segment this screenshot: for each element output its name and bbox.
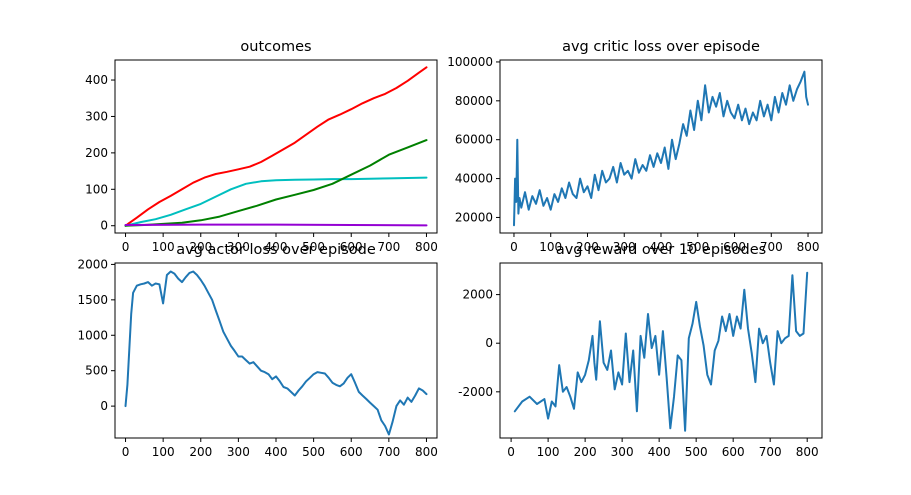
critic-loss-x-tick-label: 800: [797, 240, 820, 254]
critic-loss-title: avg critic loss over episode: [562, 39, 760, 55]
actor-loss-series-line-0: [124, 270, 428, 436]
critic-loss-x-tick-label: 700: [760, 240, 783, 254]
actor-loss-x-tick-label: 0: [122, 445, 130, 459]
reward-x-tick-label: 800: [796, 445, 819, 459]
outcomes-series-line-0: [124, 66, 428, 227]
critic-loss-y-tick-label: 100000: [447, 55, 493, 69]
reward-axes-frame: [499, 262, 823, 439]
actor-loss-x-tick-label: 500: [302, 445, 325, 459]
actor-loss-y-tick-label: 1000: [77, 328, 108, 342]
reward-y-tick-label: 2000: [462, 288, 493, 302]
outcomes-x-tick-label: 500: [302, 240, 325, 254]
outcomes-x-tick-label: 200: [189, 240, 212, 254]
actor-loss-x-tick-label: 300: [227, 445, 250, 459]
actor-loss-y-tick-label: 2000: [77, 257, 108, 271]
actor-loss-title: avg actor loss over episode: [176, 242, 376, 258]
reward-series-line-0: [513, 271, 809, 432]
outcomes-y-tick-label: 0: [100, 219, 108, 233]
outcomes-panel: 0 100 200 300 400 500 600 700 800 0 100 200 300 400 ou…: [85, 39, 438, 254]
reward-x-tick-label: 300: [611, 445, 634, 459]
reward-y-tick-label: 0: [485, 336, 493, 350]
critic-loss-x-tick-label: 0: [510, 240, 518, 254]
outcomes-series-line-2: [124, 139, 428, 227]
outcomes-x-tick-label: 100: [152, 240, 175, 254]
critic-loss-series-line-0: [513, 70, 809, 227]
outcomes-x-tick-label: 600: [340, 240, 363, 254]
reward-x-tick-label: 100: [537, 445, 560, 459]
critic-loss-x-tick-label: 300: [613, 240, 636, 254]
outcomes-series-line-3: [124, 223, 428, 227]
critic-loss-y-tick-label: 20000: [455, 210, 493, 224]
critic-loss-y-tick-label: 60000: [455, 133, 493, 147]
critic-loss-y-tick-label: 40000: [455, 172, 493, 186]
reward-title: avg reward over 10 episodes: [556, 242, 766, 258]
outcomes-y-tick-label: 400: [85, 73, 108, 87]
critic-loss-y-tick-label: 80000: [455, 94, 493, 108]
actor-loss-panel: 0 100 200 300 400 500 600 700 800050010001500200…: [77, 242, 437, 459]
outcomes-title: outcomes: [240, 39, 311, 55]
outcomes-x-tick-label: 0: [122, 240, 130, 254]
reward-x-tick-label: 200: [574, 445, 597, 459]
actor-loss-x-tick-label: 400: [265, 445, 288, 459]
outcomes-y-tick-label: 300: [85, 109, 108, 123]
actor-loss-x-tick-label: 700: [377, 445, 400, 459]
outcomes-x-tick-label: 300: [227, 240, 250, 254]
outcomes-series-line-1: [124, 176, 428, 227]
actor-loss-x-tick-label: 200: [189, 445, 212, 459]
outcomes-y-tick-label: 200: [85, 146, 108, 160]
outcomes-x-tick-label: 700: [377, 240, 400, 254]
critic-loss-x-tick-label: 200: [576, 240, 599, 254]
reward-y-tick-label: -2000: [458, 385, 493, 399]
reward-x-tick-label: 400: [648, 445, 671, 459]
critic-loss-x-tick-label: 500: [686, 240, 709, 254]
critic-loss-x-tick-label: 400: [650, 240, 673, 254]
actor-loss-y-tick-label: 1500: [77, 293, 108, 307]
actor-loss-y-tick-label: 500: [85, 364, 108, 378]
actor-loss-x-tick-label: 800: [415, 445, 438, 459]
critic-loss-x-tick-label: 100: [539, 240, 562, 254]
reward-x-tick-label: 600: [722, 445, 745, 459]
reward-x-tick-label: 0: [507, 445, 515, 459]
actor-loss-x-tick-label: 100: [152, 445, 175, 459]
reward-x-tick-label: 700: [759, 445, 782, 459]
critic-loss-panel: 0 100 200 300 400 500 600 700 800 20000 40000 60000…: [447, 39, 823, 254]
critic-loss-x-tick-label: 600: [723, 240, 746, 254]
reward-x-tick-label: 500: [685, 445, 708, 459]
outcomes-y-tick-label: 100: [85, 182, 108, 196]
actor-loss-y-tick-label: 0: [100, 399, 108, 413]
actor-loss-x-tick-label: 600: [340, 445, 363, 459]
outcomes-x-tick-label: 400: [265, 240, 288, 254]
outcomes-x-tick-label: 800: [415, 240, 438, 254]
